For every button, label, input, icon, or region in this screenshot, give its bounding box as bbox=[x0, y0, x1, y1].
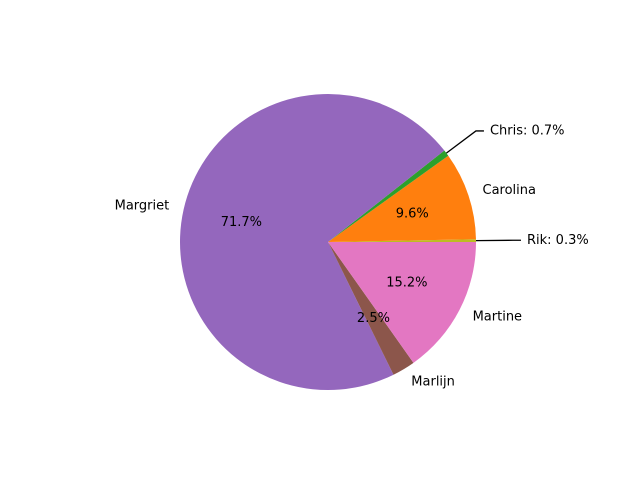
slice-carolina bbox=[328, 155, 476, 242]
slice-pct-margriet: 71.7% bbox=[221, 215, 262, 230]
slice-chris bbox=[328, 150, 449, 242]
slice-label-margriet: Margriet bbox=[115, 198, 170, 213]
slice-pct-carolina: 9.6% bbox=[396, 207, 429, 222]
slice-marlijn bbox=[328, 242, 414, 375]
pie-labels: Rik: 0.3% Carolina 9.6% Chris: 0.7% Margriet… bbox=[115, 123, 589, 389]
slice-label-carolina: Carolina bbox=[483, 183, 536, 198]
slice-label-martine: Martine bbox=[473, 309, 522, 324]
callout-label-rik: Rik: 0.3% bbox=[527, 233, 589, 248]
slice-martine bbox=[328, 242, 476, 363]
slice-rik bbox=[328, 239, 476, 242]
slice-pct-martine: 15.2% bbox=[386, 275, 427, 290]
slice-margriet bbox=[180, 94, 445, 390]
callout-line-chris bbox=[445, 130, 484, 154]
pie-slices bbox=[180, 94, 476, 390]
callout-label-chris: Chris: 0.7% bbox=[490, 123, 565, 138]
slice-label-marlijn: Marlijn bbox=[411, 374, 455, 389]
slice-pct-marlijn: 2.5% bbox=[357, 311, 390, 326]
